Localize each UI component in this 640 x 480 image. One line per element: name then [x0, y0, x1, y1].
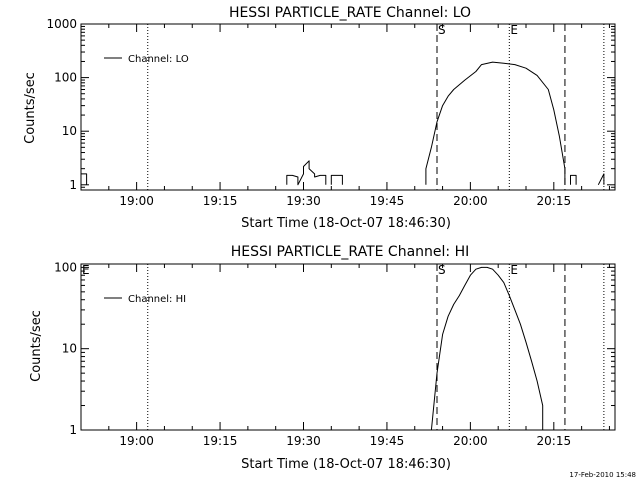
series-line — [597, 173, 605, 186]
x-tick-label: 19:45 — [370, 194, 405, 208]
y-axis-label: Counts/sec — [29, 310, 44, 382]
footer-timestamp: 17-Feb-2010 15:48 — [569, 471, 636, 479]
x-tick-labels: 19:00 19:15 19:30 19:45 20:00 20:15 — [119, 194, 571, 208]
series-line — [430, 266, 544, 431]
x-axis-label: Start Time (18-Oct-07 18:46:30) — [241, 457, 451, 472]
y-tick-label: 1000 — [46, 17, 77, 31]
x-tick-label: 19:15 — [203, 434, 238, 448]
x-axis-label: Start Time (18-Oct-07 18:46:30) — [241, 216, 451, 231]
series-line — [80, 173, 88, 185]
x-tick-label: 19:00 — [119, 194, 154, 208]
axis-ticks — [80, 264, 615, 431]
y-tick-label: 1 — [69, 178, 77, 192]
x-tick-labels: 19:00 19:15 19:30 19:45 20:00 20:15 — [119, 434, 571, 448]
chart-title: HESSI PARTICLE_RATE Channel: HI — [231, 244, 469, 260]
y-tick-label: 1 — [69, 423, 77, 437]
series-line — [330, 174, 343, 185]
axis-ticks — [80, 23, 615, 191]
legend-entry: Channel: HI — [128, 294, 186, 305]
x-tick-label: 20:00 — [453, 434, 488, 448]
chart-title: HESSI PARTICLE_RATE Channel: LO — [229, 5, 471, 21]
chart-panel-lo: HESSI PARTICLE_RATE Channel: LO Counts/s… — [23, 5, 616, 231]
x-tick-label: 19:30 — [286, 434, 321, 448]
marker-label: E — [510, 23, 518, 37]
x-tick-label: 19:15 — [203, 194, 238, 208]
y-axis-label: Counts/sec — [23, 72, 38, 144]
legend: Channel: HI — [104, 294, 186, 305]
y-tick-labels: 1 10 100 1000 — [46, 17, 77, 192]
plot-frame — [80, 263, 616, 431]
y-tick-label: 100 — [54, 71, 77, 85]
y-tick-label: 10 — [62, 124, 77, 138]
data-series — [80, 61, 605, 186]
y-tick-label: 10 — [62, 342, 77, 356]
chart-panel-hi: HESSI PARTICLE_RATE Channel: HI Counts/s… — [29, 244, 616, 472]
x-tick-label: 20:15 — [537, 434, 572, 448]
x-tick-label: 20:15 — [537, 194, 572, 208]
data-series — [430, 266, 544, 431]
series-line — [286, 160, 327, 186]
series-line — [425, 61, 566, 185]
marker-label: S — [438, 23, 446, 37]
legend: Channel: LO — [104, 54, 189, 65]
marker-label: E — [82, 263, 90, 277]
y-tick-labels: 1 10 100 — [54, 260, 77, 437]
x-tick-label: 19:00 — [119, 434, 154, 448]
marker-label: S — [438, 263, 446, 277]
x-tick-label: 20:00 — [453, 194, 488, 208]
x-tick-label: 19:45 — [370, 434, 405, 448]
y-tick-label: 100 — [54, 260, 77, 274]
legend-entry: Channel: LO — [128, 54, 189, 65]
series-line — [570, 174, 577, 185]
marker-label: E — [510, 263, 518, 277]
plot-frame — [80, 23, 616, 191]
x-tick-label: 19:30 — [286, 194, 321, 208]
